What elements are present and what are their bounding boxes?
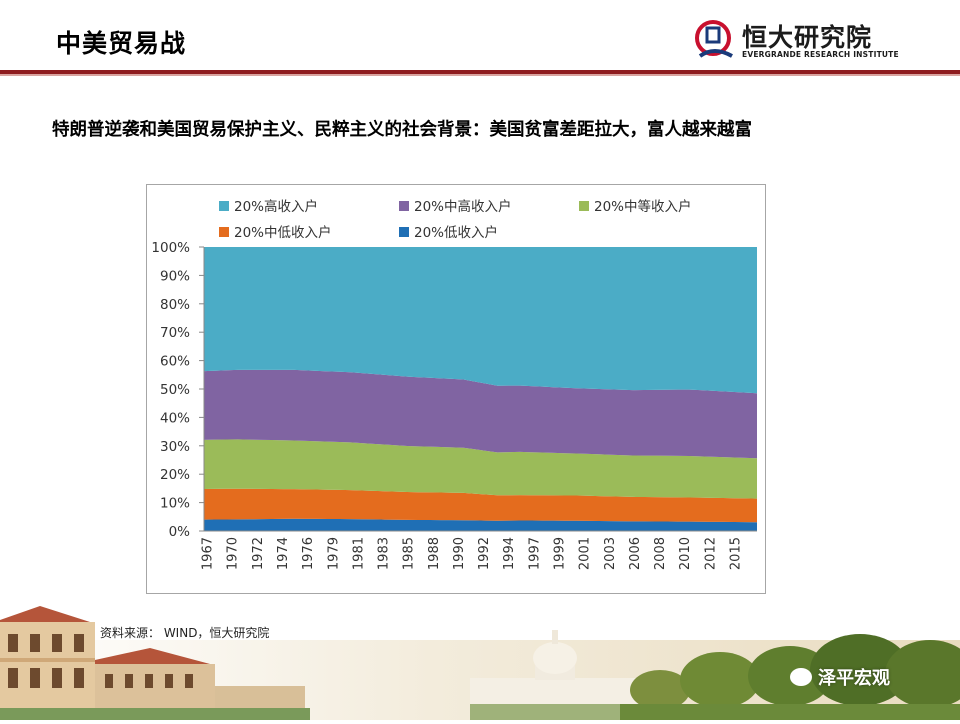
legend-label: 20%中等收入户 bbox=[594, 199, 692, 215]
villa-illustration bbox=[0, 606, 310, 720]
legend-item: 20%中等收入户 bbox=[579, 195, 692, 215]
area-series-0 bbox=[204, 518, 757, 531]
watermark: 泽平宏观 bbox=[790, 664, 890, 690]
legend-swatch bbox=[399, 201, 409, 211]
y-tick-label: 80% bbox=[160, 297, 190, 313]
x-tick-label: 2015 bbox=[728, 537, 743, 570]
x-tick-label: 1997 bbox=[527, 537, 542, 570]
legend-label: 20%中高收入户 bbox=[414, 199, 512, 215]
legend-swatch bbox=[219, 201, 229, 211]
legend-label: 20%高收入户 bbox=[234, 199, 319, 215]
stacked-area-chart: 0% 10% 20% 30% 40% 50% 60% 70% 80% 90% 100% 1967 197… bbox=[151, 240, 757, 570]
evergrande-emblem-icon bbox=[695, 20, 733, 58]
x-tick-label: 1981 bbox=[351, 537, 366, 570]
slide-subtitle: 特朗普逆袭和美国贸易保护主义、民粹主义的社会背景：美国贫富差距拉大，富人越来越富 bbox=[52, 120, 752, 140]
area-series-1 bbox=[204, 488, 757, 523]
legend-item: 20%中高收入户 bbox=[399, 195, 512, 215]
legend-swatch bbox=[399, 227, 409, 237]
x-tick-label: 1988 bbox=[427, 537, 442, 570]
area-series-4 bbox=[204, 247, 757, 394]
x-tick-label: 1970 bbox=[226, 537, 241, 570]
wechat-icon bbox=[790, 668, 812, 686]
x-tick-label: 1972 bbox=[251, 537, 266, 570]
y-tick-label: 60% bbox=[160, 354, 190, 370]
logo-chinese-text: 恒大研究院 bbox=[742, 23, 873, 52]
x-tick-label: 1983 bbox=[377, 537, 392, 570]
legend-swatch bbox=[219, 227, 229, 237]
x-tick-label: 1992 bbox=[477, 537, 492, 570]
y-tick-label: 90% bbox=[160, 268, 190, 284]
header-divider-accent bbox=[0, 74, 960, 76]
x-tick-label: 1974 bbox=[276, 537, 291, 570]
x-tick-label: 1985 bbox=[402, 537, 417, 570]
bottom-decoration bbox=[0, 600, 960, 720]
x-tick-label: 1994 bbox=[502, 537, 517, 570]
x-tick-label: 1999 bbox=[553, 537, 568, 570]
x-tick-label: 2001 bbox=[578, 537, 593, 570]
y-tick-label: 40% bbox=[160, 410, 190, 426]
x-tick-label: 2006 bbox=[628, 537, 643, 570]
chart-container: 20%高收入户 20%中高收入户 20%中等收入户 20%中低收入户 20%低收入户 0… bbox=[146, 184, 766, 594]
y-tick-label: 100% bbox=[151, 240, 190, 256]
legend-label: 20%中低收入户 bbox=[234, 225, 332, 241]
area-series-3 bbox=[204, 369, 757, 459]
slide-title: 中美贸易战 bbox=[56, 29, 187, 58]
y-tick-label: 0% bbox=[169, 524, 191, 540]
y-tick-label: 10% bbox=[160, 496, 190, 512]
legend-swatch bbox=[579, 201, 589, 211]
legend-item: 20%中低收入户 bbox=[219, 221, 332, 241]
x-tick-label: 2010 bbox=[678, 537, 693, 570]
header-divider bbox=[0, 70, 960, 74]
y-tick-label: 30% bbox=[160, 439, 190, 455]
source-note: 资料来源： WIND，恒大研究院 bbox=[100, 626, 270, 640]
area-series-2 bbox=[204, 439, 757, 499]
watermark-text: 泽平宏观 bbox=[818, 668, 890, 689]
x-tick-label: 2003 bbox=[603, 537, 618, 570]
evergrande-logo: 恒大研究院 EVERGRANDE RESEARCH INSTITUTE bbox=[692, 18, 912, 62]
legend-item: 20%低收入户 bbox=[399, 221, 498, 241]
x-tick-label: 2008 bbox=[653, 537, 668, 570]
logo-english-text: EVERGRANDE RESEARCH INSTITUTE bbox=[742, 50, 899, 59]
y-tick-label: 50% bbox=[160, 382, 190, 398]
x-tick-label: 1979 bbox=[326, 537, 341, 570]
legend-label: 20%低收入户 bbox=[414, 225, 499, 241]
x-tick-label: 1990 bbox=[452, 537, 467, 570]
x-tick-label: 1967 bbox=[201, 537, 216, 570]
y-tick-label: 70% bbox=[160, 325, 190, 341]
x-tick-label: 2012 bbox=[703, 537, 718, 570]
legend-item: 20%高收入户 bbox=[219, 195, 318, 215]
x-tick-label: 1976 bbox=[301, 537, 316, 570]
y-tick-label: 20% bbox=[160, 467, 190, 483]
